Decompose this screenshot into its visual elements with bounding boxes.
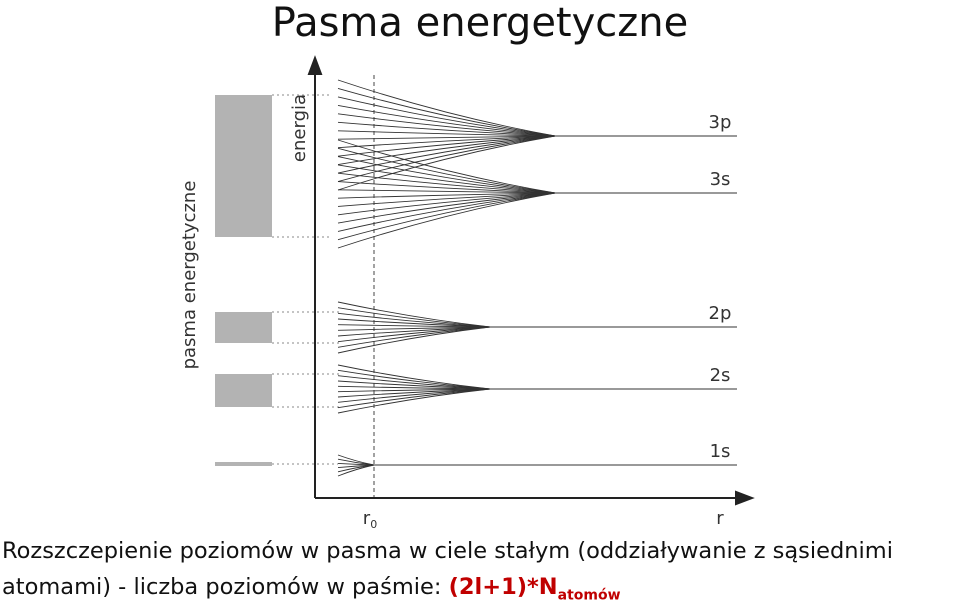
level-label: 1s <box>710 441 731 462</box>
split-line <box>337 139 556 194</box>
split-line <box>337 172 556 194</box>
split-line <box>337 318 491 328</box>
split-line <box>337 301 491 328</box>
x-arrow <box>735 490 755 506</box>
split-line <box>337 192 556 224</box>
split-line <box>337 326 491 343</box>
split-line <box>337 135 556 182</box>
split-line <box>337 104 556 137</box>
title: Pasma energetyczne <box>271 0 689 46</box>
split-line <box>337 192 556 216</box>
split-line <box>337 192 556 241</box>
level-label: 3p <box>709 112 732 133</box>
band-blocks <box>215 95 272 466</box>
axes <box>307 55 755 506</box>
split-line <box>337 324 491 328</box>
split-line <box>337 164 556 194</box>
split-line <box>337 364 491 390</box>
split-line <box>337 192 556 207</box>
split-line <box>337 181 556 194</box>
split-line <box>337 385 491 390</box>
split-line <box>337 113 556 137</box>
split-line <box>337 192 556 249</box>
band-2p <box>215 312 272 343</box>
split-line <box>337 326 491 331</box>
split-line <box>337 135 556 166</box>
level-label: 2p <box>709 303 732 324</box>
y-axis-label: energia <box>289 94 310 162</box>
split-line <box>337 135 556 191</box>
split-line <box>337 135 556 149</box>
level-label: 2s <box>710 365 731 386</box>
r0-base: r <box>363 508 371 529</box>
formula-sub: atomów <box>557 587 621 604</box>
formula: (2l+1)*N <box>448 574 558 600</box>
level-fans <box>337 79 737 477</box>
split-line <box>337 135 556 157</box>
split-line <box>337 326 491 337</box>
split-line <box>337 156 556 194</box>
split-line <box>337 147 556 194</box>
band-guides <box>272 75 375 500</box>
split-line <box>337 189 556 194</box>
level-label: 3s <box>710 169 731 190</box>
split-line <box>337 388 491 393</box>
y-arrow <box>307 55 323 75</box>
split-line <box>337 96 556 137</box>
split-line <box>337 192 556 232</box>
split-line <box>337 135 556 140</box>
split-line <box>337 380 491 390</box>
split-line <box>337 121 556 137</box>
side-label: pasma energetyczne <box>179 181 200 370</box>
split-line <box>337 307 491 328</box>
band-3 <box>215 95 272 237</box>
r0-label: r0 <box>363 508 377 531</box>
split-line <box>337 464 375 477</box>
split-line <box>337 192 556 199</box>
r0-sub: 0 <box>370 518 377 531</box>
caption-line: atomami) - liczba poziomów w paśmie: (2l… <box>2 574 621 604</box>
caption-line: Rozszczepienie poziomów w pasma w ciele … <box>2 538 893 564</box>
split-line <box>337 312 491 328</box>
x-axis-label: r <box>716 508 724 529</box>
band-2s <box>215 374 272 407</box>
caption-text: atomami) - liczba poziomów w paśmie: <box>2 574 442 600</box>
split-line <box>337 375 491 390</box>
split-line <box>337 135 556 174</box>
band-1s <box>215 462 272 466</box>
split-line <box>337 326 491 354</box>
split-line <box>337 130 556 137</box>
split-line <box>337 326 491 348</box>
split-line <box>337 369 491 390</box>
split-line <box>337 88 556 137</box>
split-line <box>337 388 491 414</box>
split-line <box>337 79 556 137</box>
